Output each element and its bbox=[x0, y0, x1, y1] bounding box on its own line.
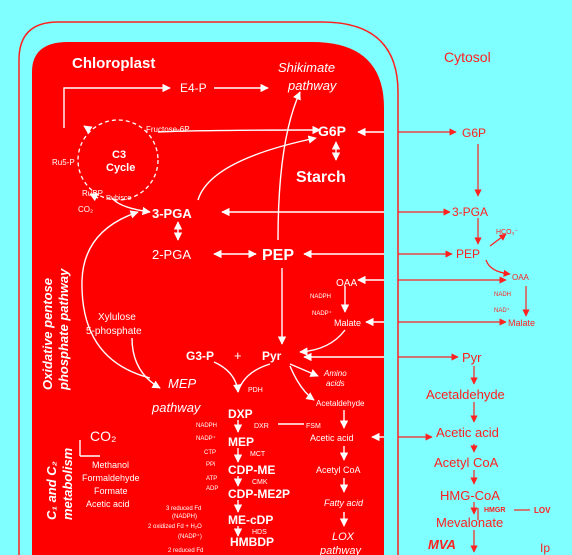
acetaldehyde-chloroplast-label: Acetaldehyde bbox=[316, 399, 365, 408]
rubp-label: RuBP bbox=[82, 189, 103, 198]
lov-label: LOV bbox=[534, 506, 551, 515]
mct-label: MCT bbox=[250, 451, 266, 458]
g3p-label: G3-P bbox=[186, 349, 214, 363]
xylulose-label: Xylulose bbox=[98, 312, 136, 323]
lox-pathway-label: pathway bbox=[319, 545, 362, 555]
nadp-1-label: NADP⁺ bbox=[312, 310, 332, 317]
nadph-1-label: NADPH bbox=[310, 294, 331, 300]
plus-sign: + bbox=[234, 348, 242, 363]
c3-label: C3 bbox=[112, 149, 126, 161]
acetic-acid-cytosol-label: Acetic acid bbox=[436, 425, 499, 440]
pga3-chloroplast-label: 3-PGA bbox=[152, 206, 192, 221]
co2-small-label: CO₂ bbox=[78, 205, 93, 214]
adp-label: ADP bbox=[206, 486, 218, 492]
hds-label: HDS bbox=[252, 529, 267, 536]
acetyl-coa-cytosol-label: Acetyl CoA bbox=[434, 455, 499, 470]
c3-cycle-label: Cycle bbox=[106, 162, 135, 174]
hco3-label: HCO₃⁻ bbox=[496, 229, 518, 236]
mep-label: MEP bbox=[228, 435, 254, 449]
cytosol-arrows bbox=[398, 128, 530, 553]
formate-label: Formate bbox=[94, 486, 128, 496]
svg-text:phosphate pathway: phosphate pathway bbox=[56, 268, 71, 391]
shikimate-pathway-label: pathway bbox=[287, 78, 338, 93]
pga3-cytosol-label: 3-PGA bbox=[452, 205, 488, 219]
starch-label: Starch bbox=[296, 169, 346, 186]
pdh-label: PDH bbox=[248, 387, 263, 394]
svg-text:Oxidative pentose: Oxidative pentose bbox=[40, 278, 55, 390]
cytosol-title: Cytosol bbox=[444, 49, 491, 65]
xylulose-5p-label: 5-phosphate bbox=[86, 326, 142, 337]
chloroplast-arrows bbox=[63, 83, 384, 537]
co2-c1-label: CO₂ bbox=[90, 428, 116, 444]
fsm-label: FSM bbox=[306, 423, 321, 430]
malate-cytosol-label: Malate bbox=[508, 318, 535, 328]
hmgr-label: HMGR bbox=[484, 507, 505, 514]
ctp-label: CTP bbox=[204, 450, 216, 456]
nadh-1-label: NADH bbox=[494, 292, 511, 298]
oaa-chloroplast-label: OAA bbox=[336, 278, 357, 289]
nadp-2-label: NADP⁺ bbox=[196, 435, 216, 442]
ppi-label: PPi bbox=[206, 462, 215, 468]
nad-1-label: NAD⁺ bbox=[494, 307, 510, 314]
chloroplast-outer-membrane bbox=[18, 21, 399, 555]
reduced-fd-1-sub-label: (NADPH) bbox=[172, 514, 197, 520]
fructose6p-label: Fructose-6P bbox=[146, 125, 190, 134]
ru5p-label: Ru5-P bbox=[52, 158, 75, 167]
atp-label: ATP bbox=[206, 476, 217, 482]
shikimate-label: Shikimate bbox=[278, 60, 335, 75]
fatty-acid-label: Fatty acid bbox=[324, 498, 364, 508]
pep-chloroplast-label: PEP bbox=[262, 247, 294, 264]
acetic-acid-c1-label: Acetic acid bbox=[86, 499, 130, 509]
mva-label: MVA bbox=[428, 537, 456, 552]
nadph-2-label: NADPH bbox=[196, 423, 217, 429]
c1c2-metabolism-label: C₁ and C₂ metabolism bbox=[44, 447, 75, 520]
pyr-chloroplast-label: Pyr bbox=[262, 349, 282, 363]
acetaldehyde-cytosol-label: Acetaldehyde bbox=[426, 387, 505, 402]
chloroplast-body bbox=[32, 42, 384, 555]
oxidized-fd-label: 2 oxidized Fd + H₂O bbox=[148, 524, 202, 530]
mep-pathway-label-2: pathway bbox=[151, 400, 202, 415]
formaldehyde-label: Formaldehyde bbox=[82, 473, 140, 483]
e4p-label: E4-P bbox=[180, 81, 207, 95]
hmbdp-label: HMBDP bbox=[230, 535, 274, 549]
malate-chloroplast-label: Malate bbox=[334, 318, 361, 328]
mecdp-label: ME-cDP bbox=[228, 513, 273, 527]
dxr-label: DXR bbox=[254, 423, 269, 430]
svg-text:C₁ and C₂: C₁ and C₂ bbox=[44, 461, 59, 520]
dxp-label: DXP bbox=[228, 407, 253, 421]
ipp-label: Ip bbox=[540, 541, 550, 555]
acetyl-coa-chloroplast-label: Acetyl CoA bbox=[316, 465, 361, 475]
oaa-cytosol-label: OAA bbox=[512, 273, 530, 282]
hmg-coa-label: HMG-CoA bbox=[440, 488, 500, 503]
chloroplast-title: Chloroplast bbox=[72, 55, 155, 72]
cdp-me2p-label: CDP-ME2P bbox=[228, 487, 290, 501]
mep-pathway-label: MEP bbox=[168, 376, 197, 391]
g6p-chloroplast-label: G6P bbox=[318, 123, 346, 139]
rubisco-label: Rubisco bbox=[106, 195, 131, 202]
amino-acids-label-2: acids bbox=[326, 379, 345, 388]
reduced-fd-1-label: 3 reduced Fd bbox=[166, 506, 201, 512]
pga2-label: 2-PGA bbox=[152, 247, 191, 262]
g6p-cytosol-label: G6P bbox=[462, 126, 486, 140]
acetic-acid-chloroplast-label: Acetic acid bbox=[310, 433, 354, 443]
oxidative-pentose-label: Oxidative pentose phosphate pathway bbox=[40, 268, 71, 391]
pyr-cytosol-label: Pyr bbox=[462, 350, 482, 365]
mevalonate-label: Mevalonate bbox=[436, 515, 503, 530]
nadp-3-label: (NADP⁺) bbox=[178, 533, 202, 540]
pep-cytosol-label: PEP bbox=[456, 247, 480, 261]
reduced-fd-2-label: 2 reduced Fd bbox=[168, 548, 203, 554]
svg-text:metabolism: metabolism bbox=[60, 447, 75, 520]
amino-acids-label: Amino bbox=[323, 369, 347, 378]
lox-label: LOX bbox=[332, 531, 355, 543]
methanol-label: Methanol bbox=[92, 460, 129, 470]
cdp-me-label: CDP-ME bbox=[228, 463, 275, 477]
cmk-label: CMK bbox=[252, 479, 268, 486]
